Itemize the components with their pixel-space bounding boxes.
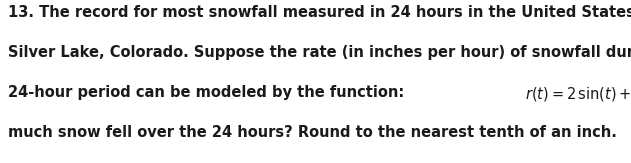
- Text: Silver Lake, Colorado. Suppose the rate (in inches per hour) of snowfall during : Silver Lake, Colorado. Suppose the rate …: [8, 45, 631, 60]
- Text: 13. The record for most snowfall measured in 24 hours in the United States is he: 13. The record for most snowfall measure…: [8, 5, 631, 20]
- Text: 24-hour period can be modeled by the function:: 24-hour period can be modeled by the fun…: [8, 85, 409, 100]
- Text: $r(t) = 2\,\mathrm{sin}(t) + \mathrm{cos}(t) + 3$. How: $r(t) = 2\,\mathrm{sin}(t) + \mathrm{cos…: [526, 85, 631, 103]
- Text: much snow fell over the 24 hours? Round to the nearest tenth of an inch.: much snow fell over the 24 hours? Round …: [8, 125, 616, 140]
